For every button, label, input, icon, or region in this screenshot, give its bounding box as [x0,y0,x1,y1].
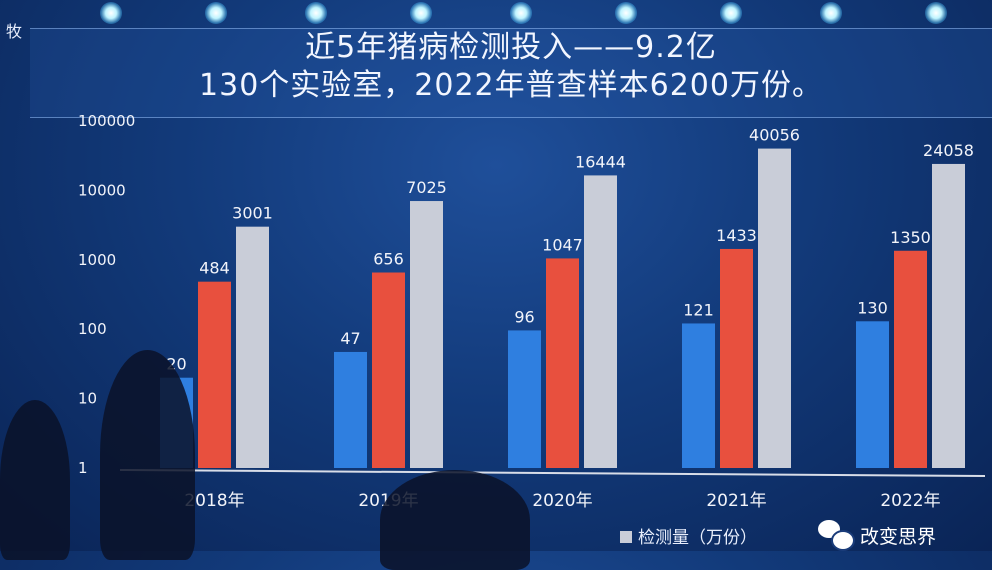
y-tick-label: 10000 [78,181,126,199]
title-line-1: 近5年猪病检测投入——9.2亿 [305,30,717,65]
camera-silhouette [100,350,195,560]
data-label: 24058 [923,141,974,160]
bar [682,323,715,468]
x-tick-label: 2022年 [880,491,940,511]
bar [584,175,617,468]
bar [236,226,269,468]
bar [894,250,927,468]
y-tick-label: 100000 [78,112,135,130]
data-label: 484 [199,259,230,278]
x-tick-label: 2020年 [532,491,592,511]
bar [410,201,443,469]
audience-silhouette [0,400,70,560]
data-label: 656 [373,250,404,269]
data-label: 47 [340,329,360,348]
legend: 检测量（万份） [620,523,757,548]
data-label: 130 [857,298,888,317]
data-label: 3001 [232,204,273,223]
corner-text: 牧 [6,22,23,41]
data-label: 1350 [890,228,931,247]
bar [758,148,791,468]
bar [932,163,965,468]
bar [372,272,405,468]
bar [546,258,579,468]
audience-silhouette [380,470,530,570]
data-label: 1047 [542,235,583,254]
watermark: 改变思界 [818,520,937,551]
y-tick-label: 1 [78,459,88,477]
stage-lights [0,0,992,26]
data-label: 16444 [575,152,626,171]
wechat-icon [818,520,855,551]
data-label: 1433 [716,226,757,245]
y-tick-label: 1000 [78,251,116,269]
title-line-2: 130个实验室，2022年普查样本6200万份。 [199,68,823,103]
data-label: 7025 [406,178,447,197]
legend-swatch-gray [620,531,632,543]
bar [198,281,231,468]
slide-title: 近5年猪病检测投入——9.2亿 130个实验室，2022年普查样本6200万份。 [30,28,992,118]
bar [334,351,367,468]
y-tick-label: 100 [78,320,107,338]
watermark-text: 改变思界 [860,525,937,548]
legend-label: 检测量（万份） [638,528,757,548]
data-label: 96 [514,307,534,326]
x-tick-label: 2021年 [706,491,766,511]
bar [508,330,541,468]
x-tick-label: 2018年 [184,491,244,511]
bar [856,321,889,468]
data-label: 121 [683,300,714,319]
data-label: 40056 [749,126,800,145]
x-axis-line [119,469,986,477]
bar [720,248,753,468]
y-tick-label: 10 [78,390,97,408]
